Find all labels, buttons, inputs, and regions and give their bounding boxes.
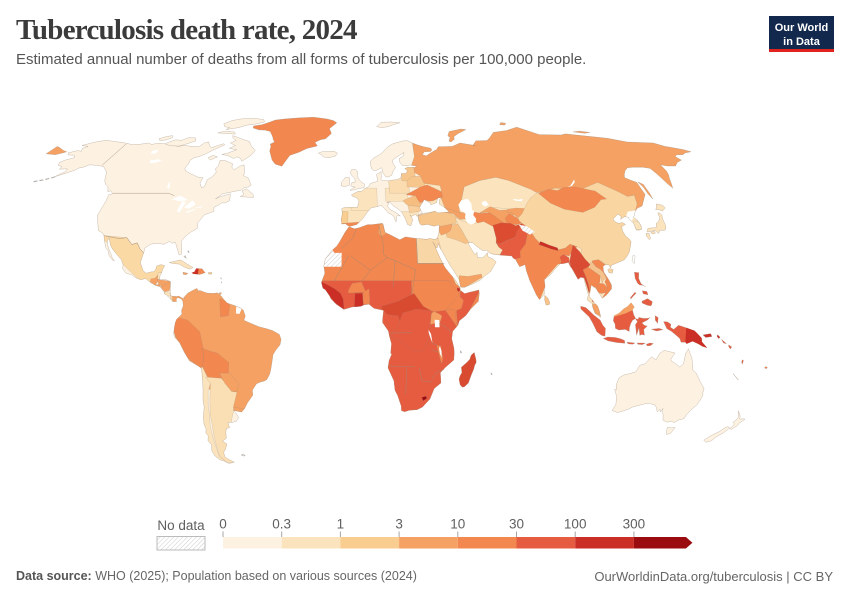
svg-text:0: 0 [219,517,227,532]
svg-text:10: 10 [450,517,465,532]
svg-text:1: 1 [337,517,345,532]
svg-text:300: 300 [623,517,646,532]
svg-text:30: 30 [509,517,524,532]
svg-text:100: 100 [564,517,587,532]
svg-text:No data: No data [157,518,205,533]
svg-text:0.3: 0.3 [272,517,291,532]
svg-text:3: 3 [395,517,403,532]
